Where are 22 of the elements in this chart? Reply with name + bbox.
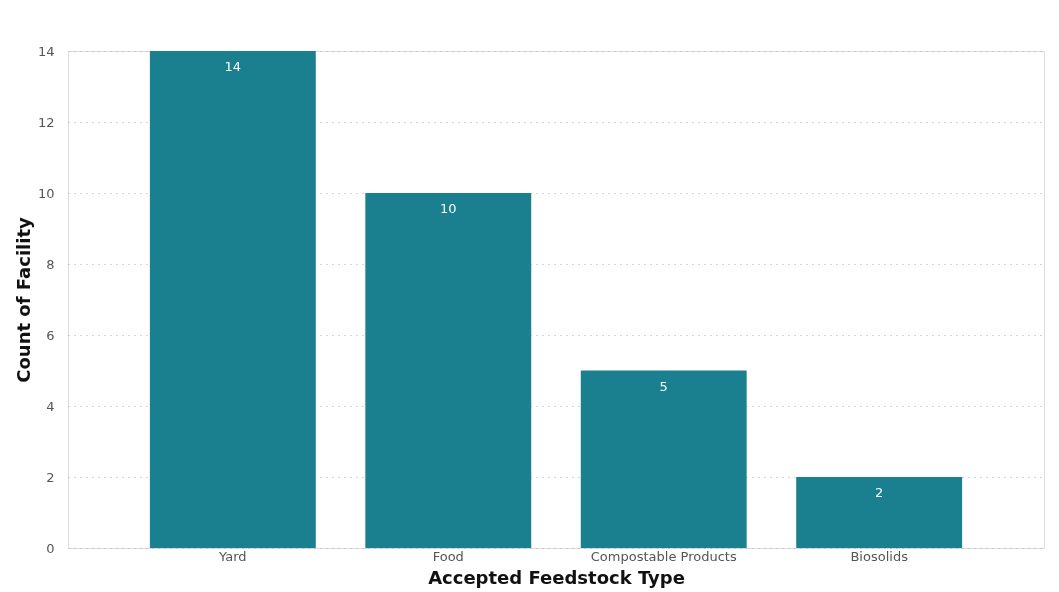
y-tick-label: 4 [46, 398, 55, 414]
bar [149, 51, 316, 548]
bar [796, 477, 963, 548]
y-tick-label: 2 [46, 469, 55, 485]
bar [365, 193, 532, 548]
bar [580, 370, 747, 548]
x-tick-label: Compostable Products [590, 548, 737, 564]
y-tick-label: 14 [37, 43, 55, 59]
y-tick-label: 10 [37, 185, 55, 201]
x-tick-label: Biosolids [850, 548, 909, 564]
y-tick-label: 0 [46, 540, 55, 556]
y-tick-label: 8 [46, 256, 55, 272]
x-tick-label: Food [432, 548, 464, 564]
data-label: 5 [659, 378, 668, 394]
y-axis-title: Count of Facility [12, 217, 34, 383]
data-label: 2 [875, 485, 884, 500]
y-tick-label: 6 [46, 327, 55, 343]
x-axis-title: Accepted Feedstock Type [428, 566, 685, 588]
data-label: 14 [224, 59, 242, 74]
y-tick-label: 12 [37, 114, 55, 130]
data-label: 10 [440, 201, 457, 216]
x-tick-label: Yard [218, 548, 247, 564]
